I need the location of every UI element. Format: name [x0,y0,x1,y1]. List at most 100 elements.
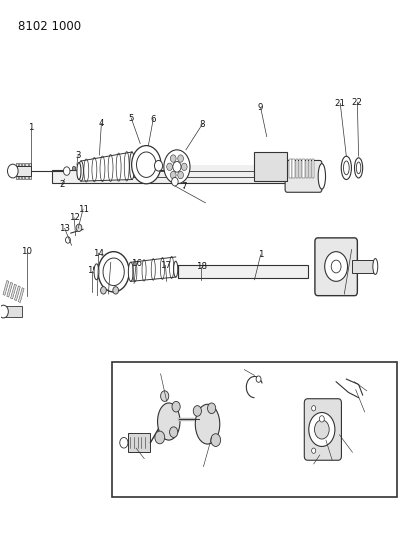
Circle shape [76,224,82,231]
Bar [312,159,314,179]
Text: 10: 10 [21,247,32,256]
Text: 8102 1000: 8102 1000 [18,20,81,33]
Circle shape [101,287,106,294]
Circle shape [172,401,180,412]
Bar [178,265,307,278]
Ellipse shape [344,161,349,175]
Text: 9: 9 [258,103,263,112]
Circle shape [314,420,329,439]
Text: 16: 16 [131,260,142,268]
Ellipse shape [174,261,178,277]
Bar [293,159,295,179]
Circle shape [155,160,163,171]
Text: 20: 20 [346,245,357,254]
Bar [16,166,31,176]
Bar [299,159,301,179]
FancyBboxPatch shape [285,160,322,192]
Circle shape [319,416,324,422]
Bar [305,159,308,179]
Text: 12: 12 [69,213,80,222]
Text: 30: 30 [239,365,250,374]
Circle shape [113,287,118,294]
Circle shape [181,163,187,171]
Ellipse shape [356,162,361,174]
Circle shape [312,448,316,454]
Text: 21: 21 [335,99,346,108]
Bar [7,282,13,297]
Text: 22: 22 [352,98,363,107]
Ellipse shape [373,259,378,274]
Circle shape [171,155,176,162]
FancyBboxPatch shape [315,238,357,296]
Text: 25: 25 [308,459,319,469]
Circle shape [171,172,176,179]
Text: 18: 18 [196,262,207,271]
Bar [19,163,21,179]
Circle shape [312,406,316,411]
Circle shape [193,406,201,416]
Bar [302,159,305,179]
Text: 4: 4 [99,119,104,128]
Bar [3,306,22,317]
Circle shape [0,305,8,318]
Text: 26: 26 [327,455,337,464]
Circle shape [63,167,70,175]
Ellipse shape [195,405,220,444]
Bar [22,163,24,179]
Bar [29,163,31,179]
Circle shape [309,413,335,447]
FancyBboxPatch shape [304,399,342,460]
Text: 27: 27 [347,448,358,457]
Text: 14: 14 [93,249,104,258]
Text: 23: 23 [198,462,209,471]
Text: 17: 17 [160,261,171,270]
Bar [11,284,16,299]
Circle shape [164,150,190,184]
Bar [16,163,18,179]
Ellipse shape [129,152,134,180]
Text: 15: 15 [105,258,116,266]
Circle shape [103,258,124,286]
Text: 8: 8 [199,120,205,129]
Bar [353,260,373,273]
Circle shape [178,172,183,179]
Circle shape [172,177,178,186]
Circle shape [132,146,161,184]
Circle shape [136,152,156,177]
Circle shape [155,431,165,444]
Ellipse shape [318,164,326,189]
Bar [53,170,320,183]
Text: 29: 29 [361,386,372,395]
Circle shape [120,438,128,448]
Bar [254,152,287,181]
Text: 1: 1 [258,251,263,260]
Circle shape [211,434,221,447]
Circle shape [7,164,18,178]
Circle shape [173,161,181,172]
Text: 28: 28 [359,408,370,416]
Bar [289,159,292,179]
Text: 11: 11 [78,205,88,214]
Bar [25,163,28,179]
Text: 5: 5 [129,114,134,123]
Text: 31: 31 [139,454,150,463]
Circle shape [167,163,173,171]
Ellipse shape [128,262,133,281]
Circle shape [178,155,183,162]
Ellipse shape [77,163,81,180]
Bar [128,433,150,453]
Bar [14,286,20,301]
Polygon shape [131,257,175,281]
Circle shape [65,237,70,243]
Text: 24: 24 [155,369,166,378]
Text: 19: 19 [87,266,97,275]
Text: 2: 2 [59,180,65,189]
Circle shape [170,427,178,438]
Text: 2.2 TURBO: 2.2 TURBO [234,483,275,492]
Text: 1: 1 [28,123,34,132]
Ellipse shape [355,158,363,178]
Text: 13: 13 [59,224,70,233]
Circle shape [208,403,216,414]
Ellipse shape [79,161,83,181]
Text: 7: 7 [182,182,187,191]
